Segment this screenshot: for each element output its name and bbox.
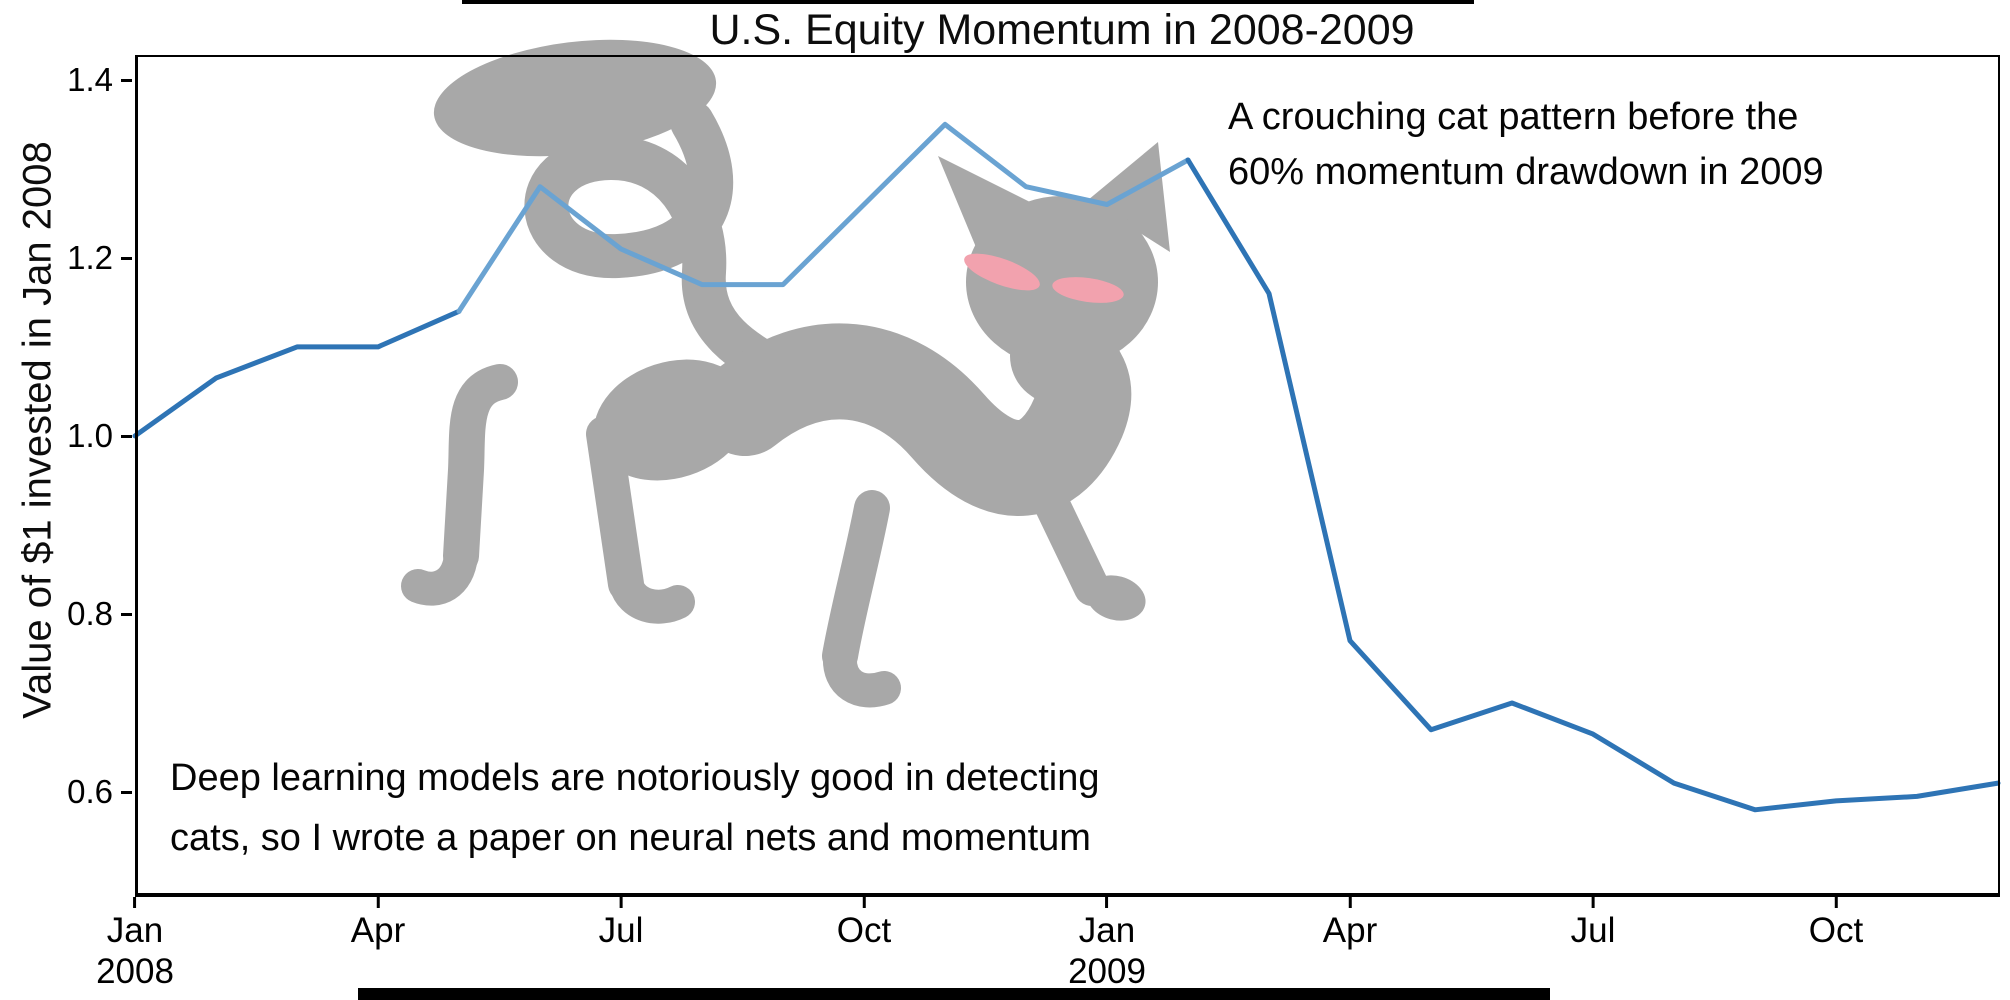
annotation-line: Deep learning models are notoriously goo…: [170, 757, 1100, 799]
cat-body: [697, 308, 1132, 516]
x-tick-jan-2008: Jan 2008: [96, 897, 174, 992]
x-tick-jul-2009: Jul: [1570, 897, 1616, 951]
y-tick-mark: [121, 256, 132, 260]
cat-ear-left: [938, 156, 1038, 252]
top-border-bar: [462, 0, 1474, 4]
y-tick-label: 0.6: [67, 773, 113, 810]
y-tick-mark: [121, 612, 132, 616]
y-tick-0-6: 0.6: [0, 773, 132, 811]
x-tick-jan-2009: Jan 2009: [1068, 897, 1146, 992]
x-tick-jul-2008: Jul: [598, 897, 644, 951]
x-tick-label: Apr: [350, 911, 406, 950]
annotation-line: cats, so I wrote a paper on neural nets …: [170, 817, 1091, 860]
x-tick-oct-2008: Oct: [837, 897, 891, 951]
annotation-crouching-cat: A crouching cat pattern before the 60% m…: [1228, 90, 1824, 200]
x-tick-mark: [1591, 897, 1595, 908]
x-tick-label: Oct: [1808, 911, 1864, 950]
cat-paw-front-left: [822, 639, 901, 708]
momentum-line-post: [1185, 157, 2001, 813]
x-tick-mark: [1834, 897, 1838, 908]
y-tick-label: 1.0: [67, 417, 113, 454]
cat-eye-right: [1052, 277, 1124, 303]
annotation-line: A crouching cat pattern before the: [1228, 96, 1799, 138]
cat-leg-back-left: [443, 364, 518, 574]
y-tick-label: 0.8: [67, 595, 113, 632]
x-tick-label: Jul: [1570, 911, 1616, 950]
y-tick-label: 1.2: [67, 239, 113, 276]
x-tick-mark: [1105, 897, 1109, 908]
cat-silhouette: [401, 39, 1170, 708]
annotation-line: 60% momentum drawdown in 2009: [1228, 151, 1824, 194]
x-tick-mark: [862, 897, 866, 908]
y-tick-label: 1.4: [67, 61, 113, 98]
cat-eye-left: [964, 253, 1040, 291]
x-tick-mark: [133, 897, 137, 908]
y-tick-mark: [121, 790, 132, 794]
x-tick-label-year: 2008: [96, 952, 174, 991]
y-tick-1-0: 1.0: [0, 417, 132, 455]
x-tick-apr-2008: Apr: [351, 897, 405, 951]
cat-leg-front-right: [1026, 470, 1110, 606]
cat-tail: [524, 100, 816, 400]
cat-ear-right: [1088, 142, 1170, 252]
annotation-deep-learning: Deep learning models are notoriously goo…: [170, 748, 1099, 868]
cat-tail-tip: [433, 39, 717, 157]
x-tick-label: Jan: [1078, 911, 1136, 950]
y-tick-1-2: 1.2: [0, 239, 132, 277]
y-tick-mark: [121, 434, 132, 438]
momentum-line-highlight: [456, 121, 1191, 314]
cat-paw-back-right: [609, 567, 695, 624]
x-tick-apr-2009: Apr: [1323, 897, 1377, 951]
x-tick-mark: [619, 897, 623, 908]
x-tick-oct-2009: Oct: [1809, 897, 1863, 951]
x-tick-mark: [1348, 897, 1352, 908]
x-tick-label: Jul: [598, 911, 644, 950]
y-tick-0-8: 0.8: [0, 595, 132, 633]
x-tick-label: Oct: [836, 911, 892, 950]
bottom-border-bar: [358, 988, 1550, 1000]
x-tick-mark: [376, 897, 380, 908]
momentum-line-pre: [132, 308, 462, 439]
cat-leg-back-right: [586, 416, 644, 602]
cat-paw-back-left: [401, 539, 478, 606]
y-tick-1-4: 1.4: [0, 61, 132, 99]
cat-leg-front-left: [822, 490, 890, 674]
y-tick-mark: [121, 78, 132, 82]
x-tick-label: Jan: [106, 911, 164, 950]
x-tick-label: Apr: [1322, 911, 1378, 950]
x-tick-label-year: 2009: [1068, 952, 1146, 991]
cat-paw-front-right: [1086, 575, 1146, 621]
chart-title: U.S. Equity Momentum in 2008-2009: [709, 6, 1415, 54]
